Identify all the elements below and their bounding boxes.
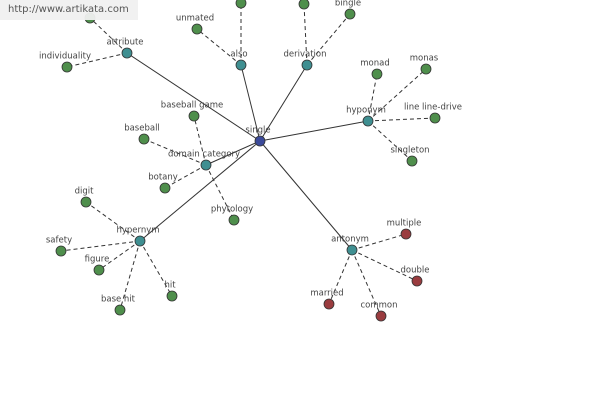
edges bbox=[60, 3, 436, 317]
node-label: digit bbox=[75, 187, 95, 197]
node-label: multiple bbox=[387, 219, 422, 229]
node bbox=[138, 133, 150, 145]
node-label: bingle bbox=[335, 0, 361, 9]
dashed-edge bbox=[119, 240, 141, 311]
node-label: figure bbox=[85, 255, 110, 265]
dashed-edge bbox=[367, 73, 378, 122]
node-label: also bbox=[230, 50, 247, 60]
node bbox=[301, 59, 313, 71]
node bbox=[375, 310, 387, 322]
node-label: derivation bbox=[283, 50, 326, 60]
node-label: individuality bbox=[39, 52, 91, 62]
dashed-edge bbox=[89, 17, 128, 54]
edge bbox=[205, 140, 261, 166]
dashed-edge bbox=[351, 249, 382, 317]
dashed-edge bbox=[367, 120, 413, 162]
node bbox=[298, 0, 310, 10]
node-label: single bbox=[245, 126, 270, 136]
node-label: base hit bbox=[101, 295, 136, 305]
dashed-edge bbox=[351, 233, 407, 251]
node-label: phytology bbox=[211, 205, 253, 215]
dashed-edge bbox=[303, 3, 308, 66]
node bbox=[121, 47, 133, 59]
node bbox=[61, 61, 73, 73]
node-label: singleton bbox=[390, 146, 429, 156]
node-label: antonym bbox=[331, 235, 369, 245]
node bbox=[371, 68, 383, 80]
node bbox=[362, 115, 374, 127]
node bbox=[188, 110, 200, 122]
node bbox=[420, 63, 432, 75]
node bbox=[134, 235, 146, 247]
node bbox=[200, 159, 212, 171]
dashed-edge bbox=[139, 240, 173, 297]
node-label: attribute bbox=[106, 38, 143, 48]
edge bbox=[139, 140, 261, 242]
dashed-edge bbox=[193, 115, 207, 166]
node bbox=[254, 135, 266, 147]
edge bbox=[259, 120, 369, 142]
edge bbox=[259, 140, 353, 251]
node-label: unmated bbox=[176, 14, 214, 24]
dashed-edge bbox=[60, 240, 141, 252]
node bbox=[166, 290, 178, 302]
node-label: baseball game bbox=[161, 101, 223, 111]
node bbox=[235, 59, 247, 71]
node bbox=[159, 182, 171, 194]
dashed-edge bbox=[98, 240, 141, 271]
node-label: monas bbox=[410, 54, 439, 64]
node-label: hyponym bbox=[346, 106, 386, 116]
node-label: domain category bbox=[168, 150, 240, 160]
node-label: married bbox=[310, 289, 343, 299]
node-label: double bbox=[401, 266, 430, 276]
node-label: baseball bbox=[124, 124, 160, 134]
node bbox=[114, 304, 126, 316]
edge bbox=[240, 64, 261, 142]
node-label: common bbox=[360, 301, 397, 311]
dashed-edge bbox=[164, 164, 207, 189]
edge bbox=[259, 64, 308, 142]
node bbox=[235, 0, 247, 9]
node-label: monad bbox=[360, 59, 389, 69]
dashed-edge bbox=[367, 117, 436, 122]
node bbox=[323, 298, 335, 310]
node bbox=[429, 112, 441, 124]
node-label: botany bbox=[148, 173, 178, 183]
dashed-edge bbox=[196, 28, 242, 66]
node bbox=[406, 155, 418, 167]
dashed-edge bbox=[66, 52, 128, 68]
node bbox=[344, 8, 356, 20]
node bbox=[400, 228, 412, 240]
node bbox=[191, 23, 203, 35]
node bbox=[411, 275, 423, 287]
node-label: hypernym bbox=[116, 226, 159, 236]
dashed-edge bbox=[205, 164, 235, 221]
node bbox=[346, 244, 358, 256]
node bbox=[80, 196, 92, 208]
dashed-edge bbox=[328, 249, 353, 305]
node-label: line line-drive bbox=[404, 103, 462, 113]
dashed-edge bbox=[143, 138, 207, 166]
dashed-edge bbox=[351, 249, 418, 282]
watermark[interactable]: http://www.artikata.com bbox=[0, 0, 138, 20]
edge bbox=[126, 52, 261, 142]
node-label: hit bbox=[164, 281, 176, 291]
node bbox=[93, 264, 105, 276]
dashed-edge bbox=[367, 68, 427, 122]
node-label: safety bbox=[46, 236, 72, 246]
node bbox=[55, 245, 67, 257]
node bbox=[228, 214, 240, 226]
